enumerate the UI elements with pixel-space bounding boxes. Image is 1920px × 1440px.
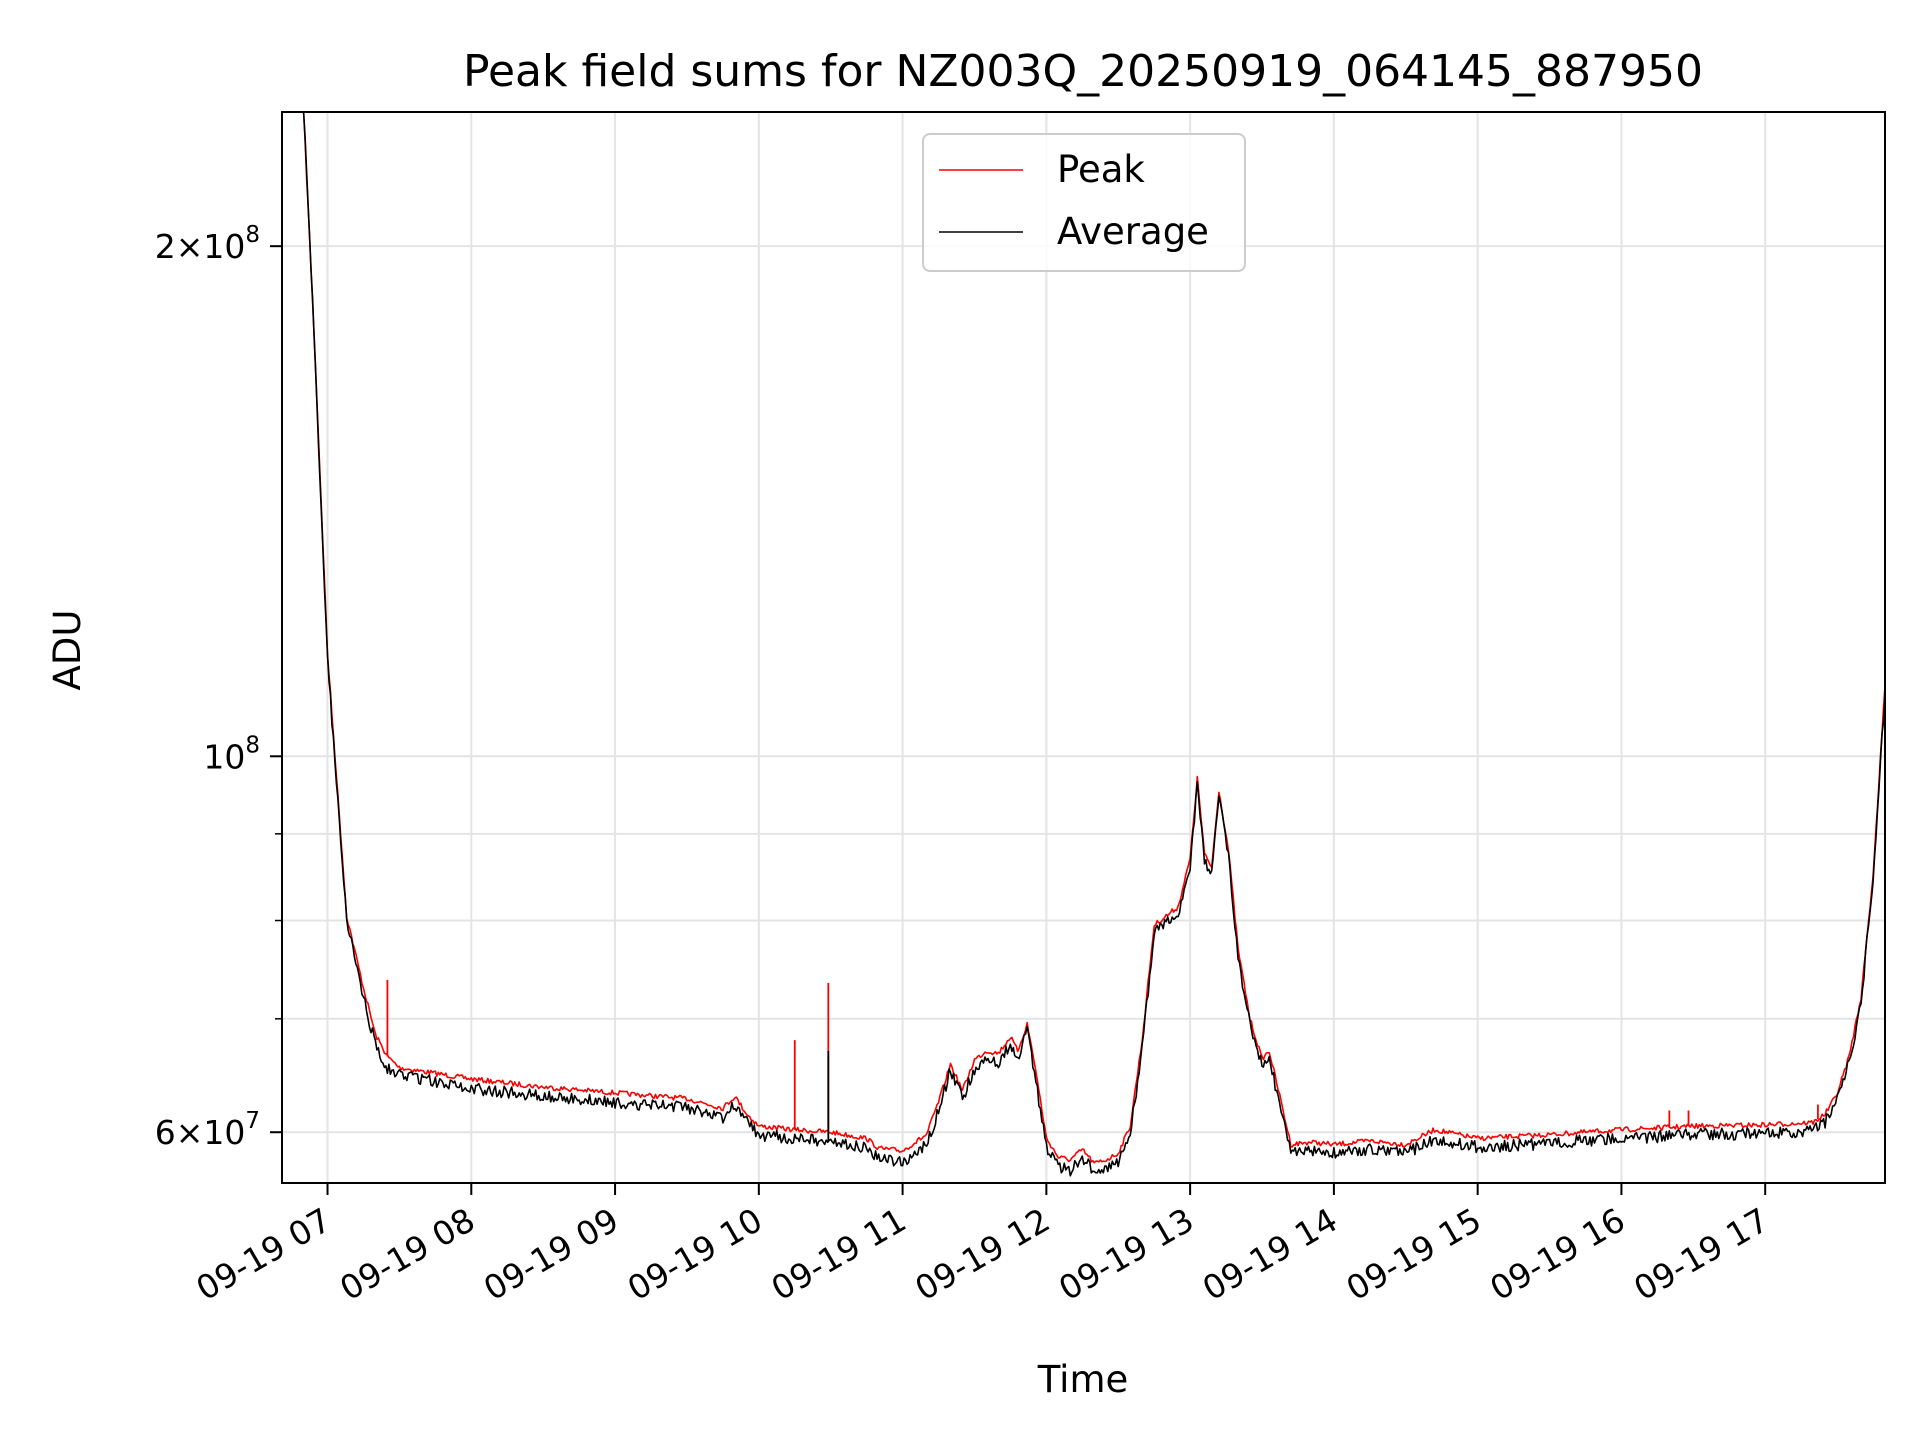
y-tick-label: 108 <box>203 732 260 776</box>
plot-area-frame <box>281 111 1886 1184</box>
y-tick-label: 6×107 <box>155 1108 260 1152</box>
series-line-average <box>302 112 1885 1177</box>
series-layer <box>302 112 1885 1177</box>
x-axis-label: Time <box>1037 1358 1129 1401</box>
chart-title: Peak field sums for NZ003Q_20250919_0641… <box>463 46 1703 97</box>
legend-box <box>922 133 1246 272</box>
grid <box>282 112 1885 1183</box>
legend: Peak Average <box>922 133 1246 272</box>
y-axis: 6×107 108 2×108 <box>155 222 282 1152</box>
y-tick-label: 2×108 <box>155 222 260 266</box>
series-line-peak <box>302 112 1885 1164</box>
legend-label-peak: Peak <box>1057 148 1145 191</box>
y-axis-label: ADU <box>46 610 89 691</box>
legend-label-average: Average <box>1057 210 1209 253</box>
